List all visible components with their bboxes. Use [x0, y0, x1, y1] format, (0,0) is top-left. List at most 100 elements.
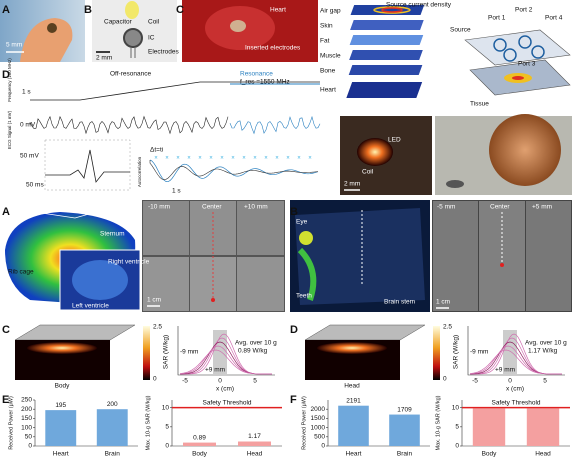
annotation: Δt=ti [150, 147, 163, 154]
marker: × [264, 156, 268, 162]
marker: × [154, 156, 158, 162]
threshold-label: Safety Threshold [202, 399, 251, 406]
marker: × [253, 156, 257, 162]
annotation: +9 mm [495, 367, 515, 374]
value-label: 0.89 [193, 434, 206, 441]
value-label: 200 [107, 401, 118, 408]
value-label: 195 [55, 402, 66, 409]
x-tick-label: 0 [508, 378, 512, 385]
sar-box-heart [14, 324, 150, 380]
x-tick-label: Brain [397, 451, 413, 458]
scale-label: 50 mV [20, 153, 39, 160]
label: Tissue [470, 101, 489, 108]
axis [177, 326, 275, 376]
scale-label: 50 ms [26, 182, 44, 189]
annotation: Source current density [386, 2, 452, 9]
colorbar-tick: 0 [153, 376, 157, 383]
slice-label: -5 mm [437, 204, 455, 211]
annotation: 0.89 W/kg [238, 348, 268, 355]
marker: × [308, 156, 312, 162]
annotation: -9 mm [180, 349, 198, 356]
y-tick-label: 500 [314, 434, 325, 441]
marker: × [165, 156, 169, 162]
x-tick-label: 0 [218, 378, 222, 385]
y-label: ECG Signal (1 mV) [7, 110, 12, 149]
annotation: 1.17 W/kg [528, 348, 558, 355]
y-tick-label: 50 [25, 434, 33, 441]
y-tick-label: 0 [28, 443, 32, 450]
x-tick-label: -5 [182, 378, 188, 385]
label: Electrodes [148, 49, 179, 56]
x-tick-label: Head [535, 451, 551, 458]
y-tick-label: 100 [21, 424, 32, 431]
annotation: -9 mm [470, 349, 488, 356]
label: Eye [296, 219, 308, 226]
photo-led [340, 116, 432, 195]
layer-label: Skin [320, 23, 333, 30]
y-tick-label: 1000 [311, 424, 326, 431]
y-tick-label: 5 [165, 424, 169, 431]
bar [526, 408, 560, 446]
panel-label: D [290, 324, 298, 336]
marker: × [286, 156, 290, 162]
label: Port 1 [488, 15, 506, 22]
panel-label: B [84, 4, 92, 16]
label: 0 mV [20, 122, 36, 129]
y-tick-label: 2000 [311, 406, 326, 413]
colorbar-tick: 0 [443, 376, 447, 383]
marker: × [176, 156, 180, 162]
photo-b [92, 0, 177, 62]
photo-a [0, 0, 85, 62]
label: Brain stem [384, 299, 415, 306]
slice-label: Center [490, 204, 510, 211]
label: Coil [148, 19, 160, 26]
label: Port 4 [545, 15, 563, 22]
avg-region [503, 330, 517, 375]
scale-label: 2 mm [344, 181, 360, 188]
source-diagram [464, 29, 571, 96]
y-tick-label: 5 [455, 424, 459, 431]
annotation: Off-resonance [110, 71, 151, 78]
x-tick-label: Heart [53, 451, 69, 458]
autocorr-trace [149, 160, 319, 181]
value-label: 2191 [346, 397, 361, 404]
slice-label: Center [202, 204, 222, 211]
panel-label: B [290, 206, 298, 218]
label: IC [148, 35, 155, 42]
avg-region [213, 330, 227, 375]
photo-c [182, 0, 318, 62]
label: Left ventricle [72, 303, 109, 310]
value-label: 1709 [397, 406, 412, 413]
layer-label: Muscle [320, 53, 341, 60]
label: Sternum [100, 231, 125, 238]
panel-label: A [2, 206, 10, 218]
slice-label: +10 mm [244, 204, 268, 211]
label: Inserted electrodes [245, 45, 301, 52]
photo-penny [435, 114, 572, 195]
bar [238, 441, 271, 446]
marker: × [231, 156, 235, 162]
y-label: Received Power (μW) [8, 396, 14, 450]
scale-label: 1 cm [436, 299, 450, 306]
marker: × [297, 156, 301, 162]
ecg-trace [29, 115, 229, 135]
label: Right ventricle [108, 259, 150, 266]
bar [472, 408, 506, 446]
y-tick-label: 10 [162, 404, 170, 411]
panel-label: A [2, 4, 10, 16]
axis [171, 400, 282, 447]
threshold-label: Safety Threshold [491, 399, 540, 406]
label: Coil [362, 169, 374, 176]
layer-diagram [346, 5, 425, 98]
marker: × [198, 156, 202, 162]
y-tick-label: 250 [21, 397, 32, 404]
ecg-trace [229, 115, 321, 135]
panel-label: F [290, 394, 297, 406]
colorbar-label: SAR (W/kg) [163, 335, 170, 369]
y-label: Received Power (μW) [301, 396, 307, 450]
annotation: Avg. over 10 g [525, 340, 567, 347]
x-tick-label: Body [192, 451, 208, 458]
panel-label: E [2, 394, 9, 406]
marker: × [187, 156, 191, 162]
